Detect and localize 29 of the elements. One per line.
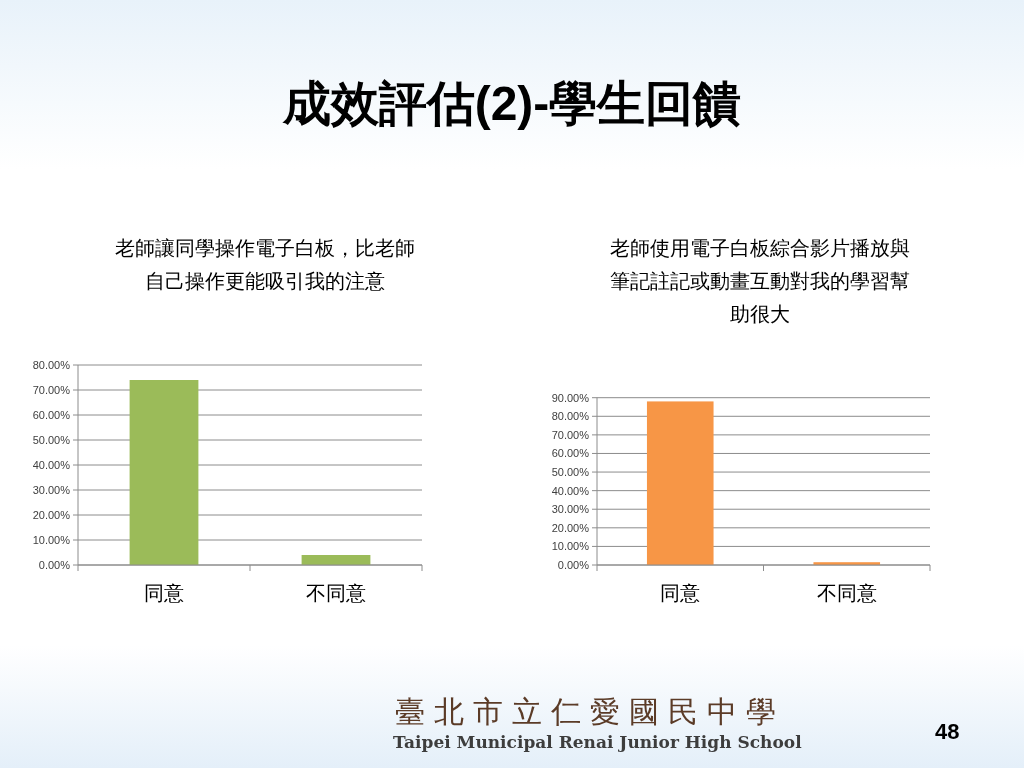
x-tick-label: 不同意: [816, 582, 877, 604]
x-tick-label: 不同意: [306, 582, 366, 604]
x-tick-label: 同意: [144, 582, 184, 604]
y-tick-label: 40.00%: [551, 484, 590, 497]
y-tick-label: 80.00%: [551, 410, 590, 423]
y-tick-label: 90.00%: [551, 391, 590, 404]
y-tick-label: 50.00%: [551, 466, 590, 479]
y-tick-label: 10.00%: [32, 534, 71, 546]
y-tick-label: 40.00%: [32, 459, 71, 471]
text: 48: [935, 719, 960, 745]
y-tick-label: 0.00%: [557, 559, 590, 571]
y-tick-label: 60.00%: [32, 409, 71, 421]
y-tick-label: 20.00%: [32, 509, 71, 521]
y-tick-label: 70.00%: [32, 384, 71, 396]
y-tick-label: 30.00%: [551, 503, 590, 516]
text: 臺北市立仁愛國民中學: [395, 693, 785, 731]
y-tick-label: 10.00%: [551, 540, 590, 553]
y-tick-label: 80.00%: [32, 359, 71, 371]
y-tick-label: 70.00%: [551, 428, 590, 441]
text: Taipei Municipal Renai Junior High School: [393, 732, 802, 752]
y-tick-label: 20.00%: [551, 521, 590, 534]
y-tick-label: 0.00%: [38, 559, 71, 571]
text: 成效評估(2)-學生回饋: [281, 76, 743, 132]
y-tick-label: 60.00%: [551, 447, 590, 460]
x-tick-label: 同意: [660, 582, 701, 604]
chart-title: 老師讓同學操作電子白板，比老師自己操作更能吸引我的注意: [114, 236, 416, 294]
y-tick-label: 30.00%: [32, 484, 71, 496]
y-tick-label: 50.00%: [32, 434, 71, 446]
chart-title: 老師使用電子白板綜合影片播放與筆記註記或動畫互動對我的學習幫助很大: [609, 236, 911, 327]
